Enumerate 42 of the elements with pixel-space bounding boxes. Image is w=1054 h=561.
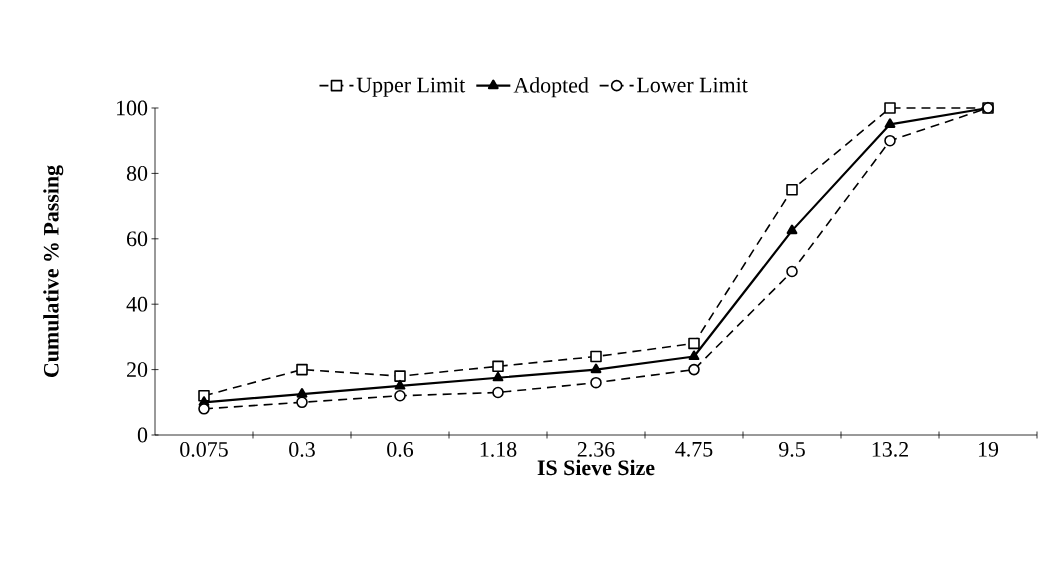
x-tick-label: 4.75 bbox=[675, 442, 713, 457]
x-tick-label: 19 bbox=[978, 442, 999, 457]
y-tick-label: 80 bbox=[126, 166, 148, 181]
point bbox=[198, 403, 210, 415]
point bbox=[394, 370, 406, 382]
y-axis-title: Cumulative % Passing bbox=[43, 165, 64, 377]
y-tick-label: 20 bbox=[127, 362, 148, 377]
point bbox=[688, 363, 700, 376]
y-tick-label: 60 bbox=[127, 231, 148, 247]
point bbox=[590, 350, 602, 363]
point bbox=[492, 360, 504, 373]
legend-label: Lower Limit bbox=[637, 77, 748, 93]
point bbox=[786, 265, 798, 278]
point bbox=[590, 376, 602, 389]
x-tick-label: 0.3 bbox=[289, 442, 315, 457]
point bbox=[688, 350, 700, 361]
point bbox=[884, 118, 896, 128]
x-tick-label: 9.5 bbox=[779, 442, 805, 457]
y-tick-label: 100 bbox=[117, 100, 148, 116]
point bbox=[394, 379, 406, 390]
point bbox=[590, 363, 602, 374]
point bbox=[786, 183, 798, 196]
point bbox=[786, 224, 798, 235]
x-tick-label: 13.2 bbox=[872, 442, 908, 457]
point bbox=[296, 388, 308, 398]
point bbox=[296, 396, 308, 409]
point bbox=[492, 386, 504, 399]
legend-label: Adopted bbox=[513, 77, 589, 98]
point bbox=[296, 363, 308, 376]
x-tick-label: 1.18 bbox=[480, 442, 517, 457]
legend-label: Upper Limit bbox=[356, 77, 466, 97]
y-tick-label: 0 bbox=[137, 427, 148, 443]
x-tick-label: 0.6 bbox=[387, 442, 414, 457]
point bbox=[884, 134, 896, 147]
x-tick-label: 0.075 bbox=[180, 442, 228, 457]
x-tick-label: 2.36 bbox=[577, 442, 615, 457]
y-tick-label: 40 bbox=[126, 296, 148, 312]
point bbox=[688, 337, 700, 350]
point bbox=[394, 389, 406, 402]
point bbox=[492, 371, 504, 382]
x-axis-title: IS Sieve Size bbox=[537, 459, 655, 476]
point bbox=[884, 102, 896, 114]
